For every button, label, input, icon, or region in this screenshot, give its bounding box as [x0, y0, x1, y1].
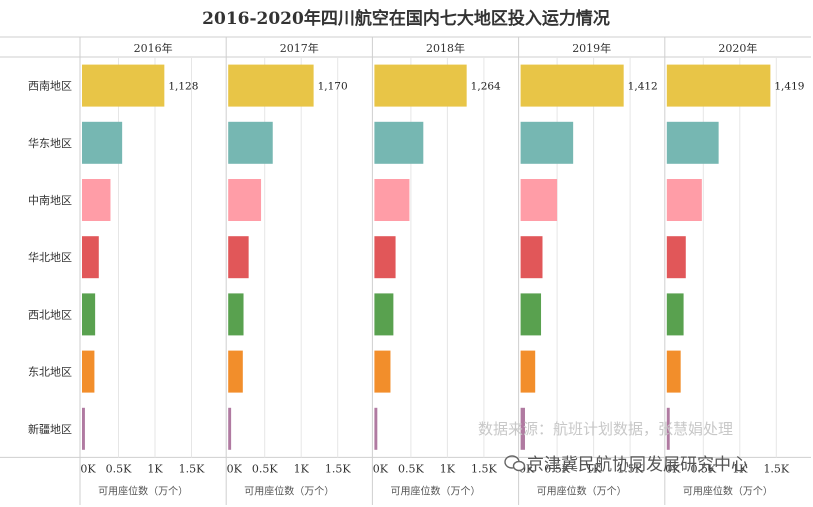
bar	[374, 236, 396, 279]
bar	[666, 293, 684, 336]
bar	[520, 293, 542, 336]
bar	[520, 121, 574, 164]
tick-label: 0.5K	[690, 462, 716, 475]
category-label: 西南地区	[28, 80, 72, 93]
tick-label: 1.5K	[179, 462, 205, 475]
watermark-brand: 京津冀民航协同发展研究中心	[527, 455, 748, 475]
panel-title: 2019年	[572, 41, 611, 55]
axis-title: 可用座位数（万个）	[391, 484, 481, 497]
bar	[666, 121, 719, 164]
bar	[374, 350, 391, 393]
bar	[228, 293, 244, 336]
category-label: 中南地区	[28, 194, 72, 207]
tick-label: 1.5K	[763, 462, 789, 475]
bar	[82, 64, 165, 107]
bar	[82, 293, 96, 336]
category-label: 西北地区	[28, 308, 72, 321]
bar	[82, 407, 85, 450]
bar	[374, 121, 424, 164]
tick-label: 0K	[373, 462, 389, 475]
axis-title: 可用座位数（万个）	[537, 484, 627, 497]
wechat-icon	[504, 455, 526, 472]
data-label: 1,170	[318, 81, 348, 93]
bar	[374, 179, 410, 221]
tick-label: 1K	[147, 462, 163, 475]
bar	[228, 350, 243, 393]
tick-label: 0K	[665, 462, 681, 475]
watermark: 数据来源：航班计划数据，张慧娟处理 京津冀民航协同发展研究中心	[478, 420, 748, 475]
panel-title: 2018年	[426, 41, 465, 55]
data-label: 1,264	[471, 81, 501, 93]
bar	[82, 121, 123, 164]
category-label: 华北地区	[28, 250, 72, 264]
tick-label: 1K	[294, 462, 310, 475]
bar	[82, 179, 111, 221]
data-label: 1,128	[168, 81, 198, 93]
bar	[520, 64, 624, 107]
bar	[228, 407, 232, 450]
bar	[228, 236, 249, 279]
bar	[374, 407, 378, 450]
data-label: 1,419	[774, 81, 804, 93]
bar	[520, 236, 543, 279]
bar	[228, 179, 262, 221]
tick-label: 1.5K	[617, 462, 643, 475]
bar	[374, 293, 394, 336]
tick-label: 0K	[227, 462, 243, 475]
axis-title: 可用座位数（万个）	[244, 484, 334, 497]
bar	[666, 236, 686, 279]
bar	[228, 121, 273, 164]
category-label: 新疆地区	[28, 422, 72, 436]
bar	[666, 64, 771, 107]
axis-title: 可用座位数（万个）	[98, 484, 188, 497]
bar	[82, 350, 95, 393]
bar	[666, 179, 702, 221]
panel-title: 2016年	[134, 41, 173, 55]
tick-label: 0.5K	[252, 462, 278, 475]
tick-label: 1K	[732, 462, 748, 475]
bar	[520, 179, 558, 221]
bar	[228, 64, 314, 107]
bar	[666, 407, 670, 450]
axis-title: 可用座位数（万个）	[683, 484, 773, 497]
tick-label: 0.5K	[544, 462, 570, 475]
panel-title: 2020年	[718, 41, 757, 55]
category-label: 东北地区	[28, 366, 72, 379]
tick-label: 0.5K	[106, 462, 132, 475]
bar	[520, 407, 525, 450]
tick-label: 0.5K	[398, 462, 424, 475]
data-label: 1,412	[628, 81, 658, 93]
watermark-source: 数据来源：航班计划数据，张慧娟处理	[478, 420, 733, 438]
tick-label: 1.5K	[471, 462, 497, 475]
bar	[82, 236, 99, 279]
tick-label: 1K	[586, 462, 602, 475]
bar	[666, 350, 681, 393]
tick-label: 1.5K	[325, 462, 351, 475]
tick-label: 1K	[440, 462, 456, 475]
panel-title: 2017年	[280, 41, 319, 55]
category-label: 华东地区	[28, 136, 72, 150]
bar	[520, 350, 536, 393]
chart-title: 2016-2020年四川航空在国内七大地区投入运力情况	[202, 8, 610, 29]
tick-label: 0K	[80, 462, 96, 475]
bar	[374, 64, 467, 107]
